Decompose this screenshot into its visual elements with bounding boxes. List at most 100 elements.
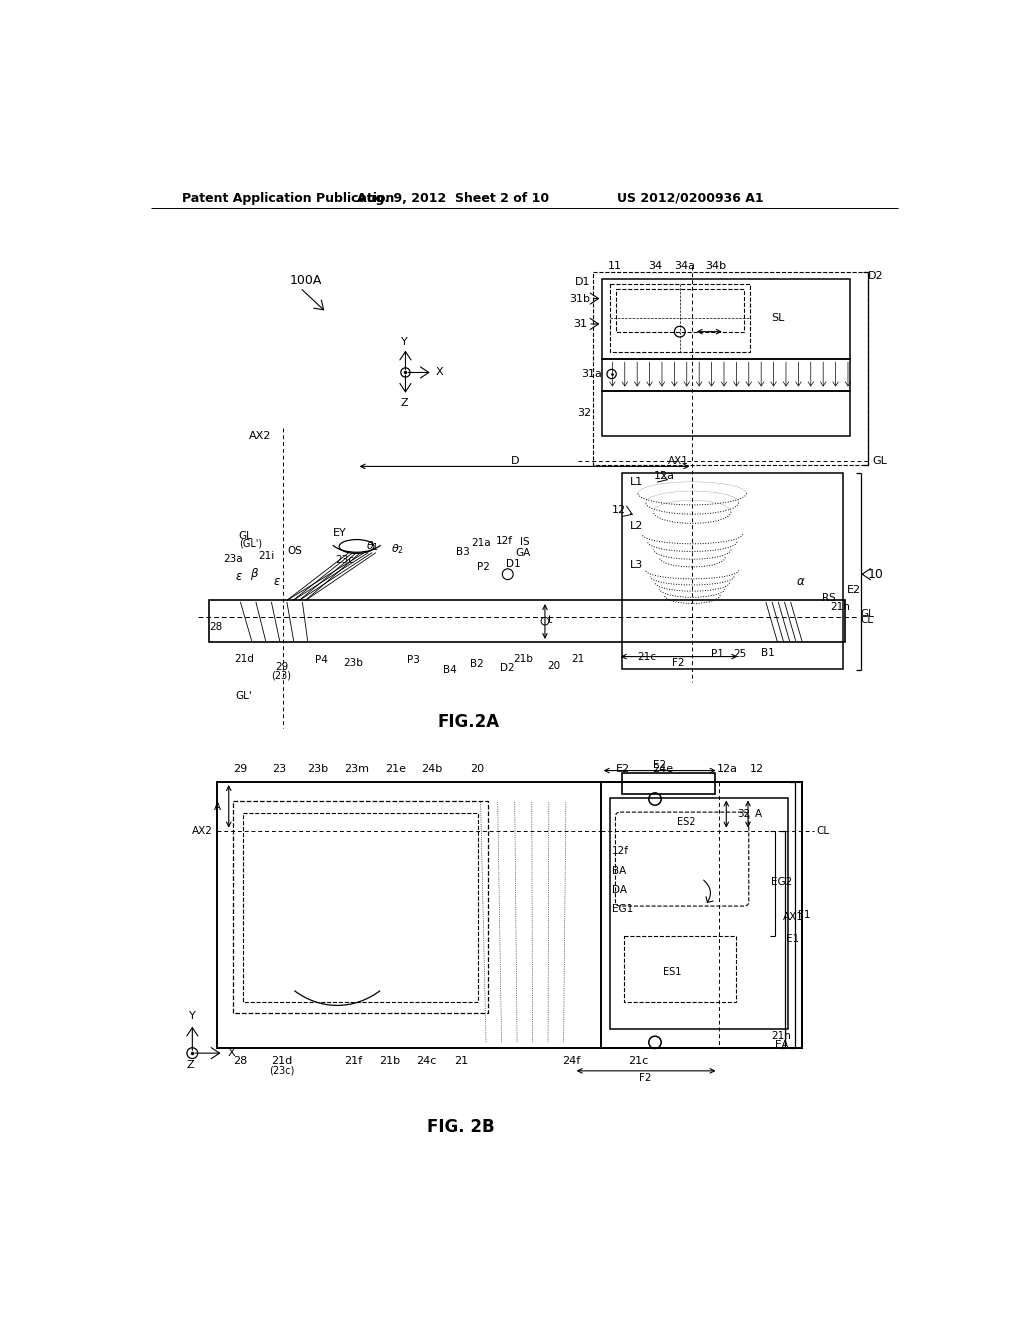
Text: 31: 31 xyxy=(572,319,587,329)
Text: 23b: 23b xyxy=(343,657,362,668)
Text: D2: D2 xyxy=(501,663,515,673)
Text: SL: SL xyxy=(771,313,784,323)
Text: FIG. 2B: FIG. 2B xyxy=(427,1118,495,1137)
Text: GL': GL' xyxy=(234,690,252,701)
Text: E1: E1 xyxy=(785,935,799,944)
Bar xyxy=(623,473,844,669)
Text: 21: 21 xyxy=(455,1056,468,1065)
Text: P2: P2 xyxy=(476,561,489,572)
Text: L2: L2 xyxy=(630,521,643,532)
Text: B2: B2 xyxy=(470,659,483,668)
Text: F2: F2 xyxy=(639,1073,652,1082)
Text: Y: Y xyxy=(400,337,408,347)
Text: $\varepsilon$: $\varepsilon$ xyxy=(272,574,281,587)
Text: P3: P3 xyxy=(407,656,420,665)
Text: AX2: AX2 xyxy=(249,430,271,441)
Text: AX1: AX1 xyxy=(668,455,688,466)
Text: E2: E2 xyxy=(653,760,667,770)
Text: 21d: 21d xyxy=(234,653,254,664)
Text: 100A: 100A xyxy=(289,273,322,286)
Text: 29: 29 xyxy=(233,764,248,774)
Text: DA: DA xyxy=(611,884,627,895)
Text: BA: BA xyxy=(611,866,626,875)
Bar xyxy=(602,359,850,391)
Text: L1: L1 xyxy=(630,477,643,487)
Text: CL: CL xyxy=(816,825,829,836)
Text: 12: 12 xyxy=(751,764,765,774)
Text: US 2012/0200936 A1: US 2012/0200936 A1 xyxy=(616,191,764,205)
Text: 21b: 21b xyxy=(513,653,534,664)
Text: L3: L3 xyxy=(630,560,643,570)
Text: A: A xyxy=(755,809,762,820)
Bar xyxy=(624,936,736,1002)
Text: A: A xyxy=(214,801,221,812)
Bar xyxy=(602,280,850,359)
Text: EG2: EG2 xyxy=(771,878,792,887)
Text: RS: RS xyxy=(822,593,837,603)
Text: AX2: AX2 xyxy=(193,825,213,836)
Text: D2: D2 xyxy=(868,271,884,281)
Text: E2: E2 xyxy=(847,585,861,594)
Text: Aug. 9, 2012  Sheet 2 of 10: Aug. 9, 2012 Sheet 2 of 10 xyxy=(357,191,550,205)
Text: 28: 28 xyxy=(209,622,222,631)
Text: 10: 10 xyxy=(867,568,884,581)
Bar xyxy=(602,391,850,436)
Bar xyxy=(217,781,802,1048)
Text: GL: GL xyxy=(860,610,874,619)
Text: 31b: 31b xyxy=(569,293,590,304)
Text: 21d: 21d xyxy=(270,1056,292,1065)
Text: 23: 23 xyxy=(272,764,286,774)
Text: 29: 29 xyxy=(274,661,288,672)
Text: X: X xyxy=(436,367,443,378)
Text: GL: GL xyxy=(239,531,253,541)
Text: FIG.2A: FIG.2A xyxy=(438,713,500,731)
Text: 24e: 24e xyxy=(652,764,674,774)
Text: 25: 25 xyxy=(733,649,746,659)
Text: 21b: 21b xyxy=(379,1056,400,1065)
Text: 24f: 24f xyxy=(562,1056,581,1065)
Text: EY: EY xyxy=(334,528,347,537)
Text: $\alpha$: $\alpha$ xyxy=(796,576,806,589)
Text: Z: Z xyxy=(187,1060,195,1069)
Text: 12a: 12a xyxy=(653,471,675,482)
Text: 12f: 12f xyxy=(496,536,512,546)
Text: 34: 34 xyxy=(648,261,663,271)
Text: X: X xyxy=(227,1048,234,1059)
Text: 24b: 24b xyxy=(421,764,442,774)
Text: $\theta_1$: $\theta_1$ xyxy=(366,539,379,553)
Text: GL: GL xyxy=(872,455,887,466)
Text: t: t xyxy=(548,615,553,626)
Text: 31a: 31a xyxy=(582,370,602,379)
Text: 12a: 12a xyxy=(717,764,738,774)
Text: B4: B4 xyxy=(442,665,457,675)
Text: D1: D1 xyxy=(506,560,520,569)
Text: 23c: 23c xyxy=(336,554,354,565)
Text: ES1: ES1 xyxy=(663,968,681,977)
Text: P1: P1 xyxy=(711,649,723,659)
Text: $\beta$: $\beta$ xyxy=(250,566,259,582)
Text: CL: CL xyxy=(860,615,873,626)
Text: 21c: 21c xyxy=(638,652,656,663)
Text: D1: D1 xyxy=(574,277,590,286)
Text: ES2: ES2 xyxy=(677,817,695,828)
Text: 32: 32 xyxy=(578,408,592,417)
Text: EA: EA xyxy=(775,1040,788,1051)
Bar xyxy=(243,813,478,1002)
Text: OS: OS xyxy=(287,546,302,556)
Text: P4: P4 xyxy=(315,656,328,665)
Text: 21i: 21i xyxy=(258,550,274,561)
Text: 32: 32 xyxy=(737,809,751,820)
Text: AX1: AX1 xyxy=(783,912,804,921)
Bar xyxy=(616,289,744,331)
Text: 11: 11 xyxy=(607,261,622,271)
Text: Patent Application Publication: Patent Application Publication xyxy=(182,191,394,205)
Text: 12f: 12f xyxy=(611,846,629,857)
Text: Z: Z xyxy=(400,399,408,408)
Bar xyxy=(610,284,750,351)
Text: 21h: 21h xyxy=(830,602,850,611)
Text: 23a: 23a xyxy=(223,554,243,564)
Text: 24c: 24c xyxy=(416,1056,436,1065)
Text: 23b: 23b xyxy=(307,764,329,774)
Text: IS: IS xyxy=(520,537,529,546)
Text: F2: F2 xyxy=(672,657,684,668)
